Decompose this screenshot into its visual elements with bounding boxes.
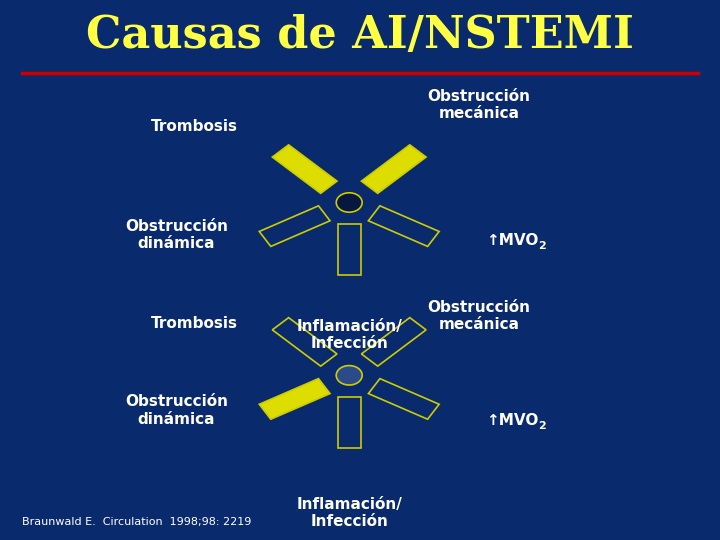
Polygon shape [272,318,337,366]
Circle shape [336,193,362,212]
Text: Trombosis: Trombosis [151,119,238,134]
Text: 2: 2 [538,241,546,251]
Polygon shape [338,397,361,448]
Text: Obstrucción
mecánica: Obstrucción mecánica [427,300,531,332]
Polygon shape [259,379,330,419]
Polygon shape [361,145,426,193]
Text: Inflamación/
Infección: Inflamación/ Infección [296,497,402,529]
Polygon shape [272,145,337,193]
Text: Trombosis: Trombosis [151,316,238,332]
Text: Obstrucción
mecánica: Obstrucción mecánica [427,89,531,122]
Text: 2: 2 [538,421,546,430]
Polygon shape [259,206,330,246]
Text: ↑MVO: ↑MVO [486,413,539,428]
Text: Inflamación/
Infección: Inflamación/ Infección [296,319,402,351]
Polygon shape [338,224,361,275]
Circle shape [336,366,362,385]
Text: Causas de AI/NSTEMI: Causas de AI/NSTEMI [86,14,634,57]
Polygon shape [369,206,439,246]
Polygon shape [361,318,426,366]
Text: ↑MVO: ↑MVO [486,233,539,248]
Text: Obstrucción
dinámica: Obstrucción dinámica [125,394,228,427]
Text: Obstrucción
dinámica: Obstrucción dinámica [125,219,228,251]
Text: Braunwald E.  Circulation  1998;98: 2219: Braunwald E. Circulation 1998;98: 2219 [22,516,251,526]
Polygon shape [369,379,439,419]
